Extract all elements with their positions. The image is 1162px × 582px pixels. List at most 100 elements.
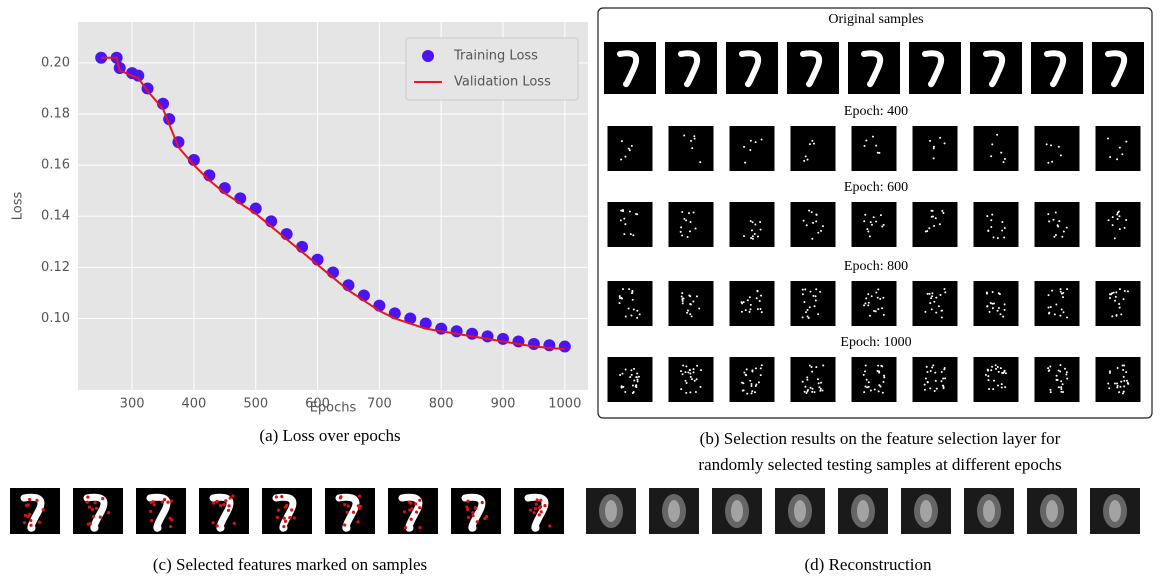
feature-dot (939, 294, 941, 296)
feature-dot (877, 308, 879, 310)
feature-dot (169, 517, 172, 520)
feature-dot (1055, 304, 1057, 306)
feature-dot (928, 227, 930, 229)
feature-dot (863, 374, 865, 376)
feature-dot (681, 235, 683, 237)
feature-dot (757, 308, 759, 310)
row-title: Original samples (828, 12, 923, 27)
feature-dot (815, 220, 817, 222)
feature-dot (619, 295, 621, 297)
feature-dot (1125, 219, 1127, 221)
feature-dot (532, 511, 535, 514)
sample-image (1092, 42, 1144, 94)
feature-dot (686, 382, 688, 384)
feature-dot (219, 504, 222, 507)
feature-dot (1109, 156, 1111, 158)
feature-dot (991, 214, 993, 216)
feature-dot (682, 300, 684, 302)
feature-dot (987, 375, 989, 377)
feature-dot (635, 213, 637, 215)
feature-dot (1060, 291, 1062, 293)
feature-dot (931, 308, 933, 310)
legend-label: Validation Loss (454, 75, 551, 90)
feature-dot (941, 380, 943, 382)
x-tick-label: 300 (120, 397, 145, 412)
feature-dot (1049, 366, 1051, 368)
feature-dot (619, 297, 621, 299)
feature-dot (1004, 386, 1006, 388)
feature-dot (403, 510, 406, 513)
feature-dot (811, 140, 813, 142)
feature-dot (467, 516, 470, 519)
feature-dot (819, 390, 821, 392)
feature-dot (1064, 368, 1066, 370)
feature-dot (806, 379, 808, 381)
sample-image (669, 126, 714, 171)
feature-dot (936, 388, 938, 390)
feature-dot (633, 391, 635, 393)
feature-dot (741, 302, 743, 304)
sample-image (730, 202, 775, 247)
feature-dot (755, 385, 757, 387)
reconstruction-blur (857, 500, 869, 522)
feature-dot (875, 220, 877, 222)
caption-a: (a) Loss over epochs (259, 426, 400, 445)
sample-image (974, 281, 1019, 326)
feature-dot (1116, 383, 1118, 385)
feature-dot (682, 373, 684, 375)
feature-dot (822, 389, 824, 391)
feature-dot (752, 235, 754, 237)
feature-dot (864, 302, 866, 304)
feature-dot (680, 226, 682, 228)
feature-dot (1046, 143, 1048, 145)
feature-dot (866, 228, 868, 230)
feature-dot (631, 374, 633, 376)
feature-dot (877, 152, 879, 154)
sample-image (730, 126, 775, 171)
feature-dot (1004, 309, 1006, 311)
feature-dot (989, 311, 991, 313)
feature-dot (872, 136, 874, 138)
feature-dot (867, 230, 869, 232)
point (559, 341, 571, 353)
feature-dot (867, 293, 869, 295)
feature-dot (864, 145, 866, 147)
feature-dot (755, 141, 757, 143)
feature-dot (1055, 211, 1057, 213)
feature-dot (754, 391, 756, 393)
feature-dot (931, 292, 933, 294)
feature-dot (865, 364, 867, 366)
row-title: Epoch: 600 (844, 180, 908, 195)
legend-box (406, 38, 578, 100)
feature-dot (746, 393, 748, 395)
feature-dot (277, 509, 280, 512)
feature-dot (933, 146, 935, 148)
feature-dot (927, 381, 929, 383)
feature-dot (869, 315, 871, 317)
feature-dot (1116, 214, 1118, 216)
feature-dot (1127, 383, 1129, 385)
feature-dot (161, 500, 164, 503)
feature-dot (815, 295, 817, 297)
feature-dot (942, 377, 944, 379)
feature-dot (227, 509, 230, 512)
feature-dot (930, 297, 932, 299)
feature-dot (863, 391, 865, 393)
feature-dot (1062, 383, 1064, 385)
feature-dot (633, 380, 635, 382)
feature-dot (812, 295, 814, 297)
feature-dot (1118, 391, 1120, 393)
feature-dot (352, 511, 355, 514)
feature-dot (695, 228, 697, 230)
feature-dot (621, 297, 623, 299)
feature-dot (988, 388, 990, 390)
feature-dot (681, 295, 683, 297)
feature-dot (696, 378, 698, 380)
feature-dot (747, 299, 749, 301)
feature-dot (215, 500, 218, 503)
feature-dot (803, 220, 805, 222)
feature-dot (275, 495, 278, 498)
feature-dot (874, 388, 876, 390)
feature-dot (93, 501, 96, 504)
sample-image (1031, 42, 1083, 94)
